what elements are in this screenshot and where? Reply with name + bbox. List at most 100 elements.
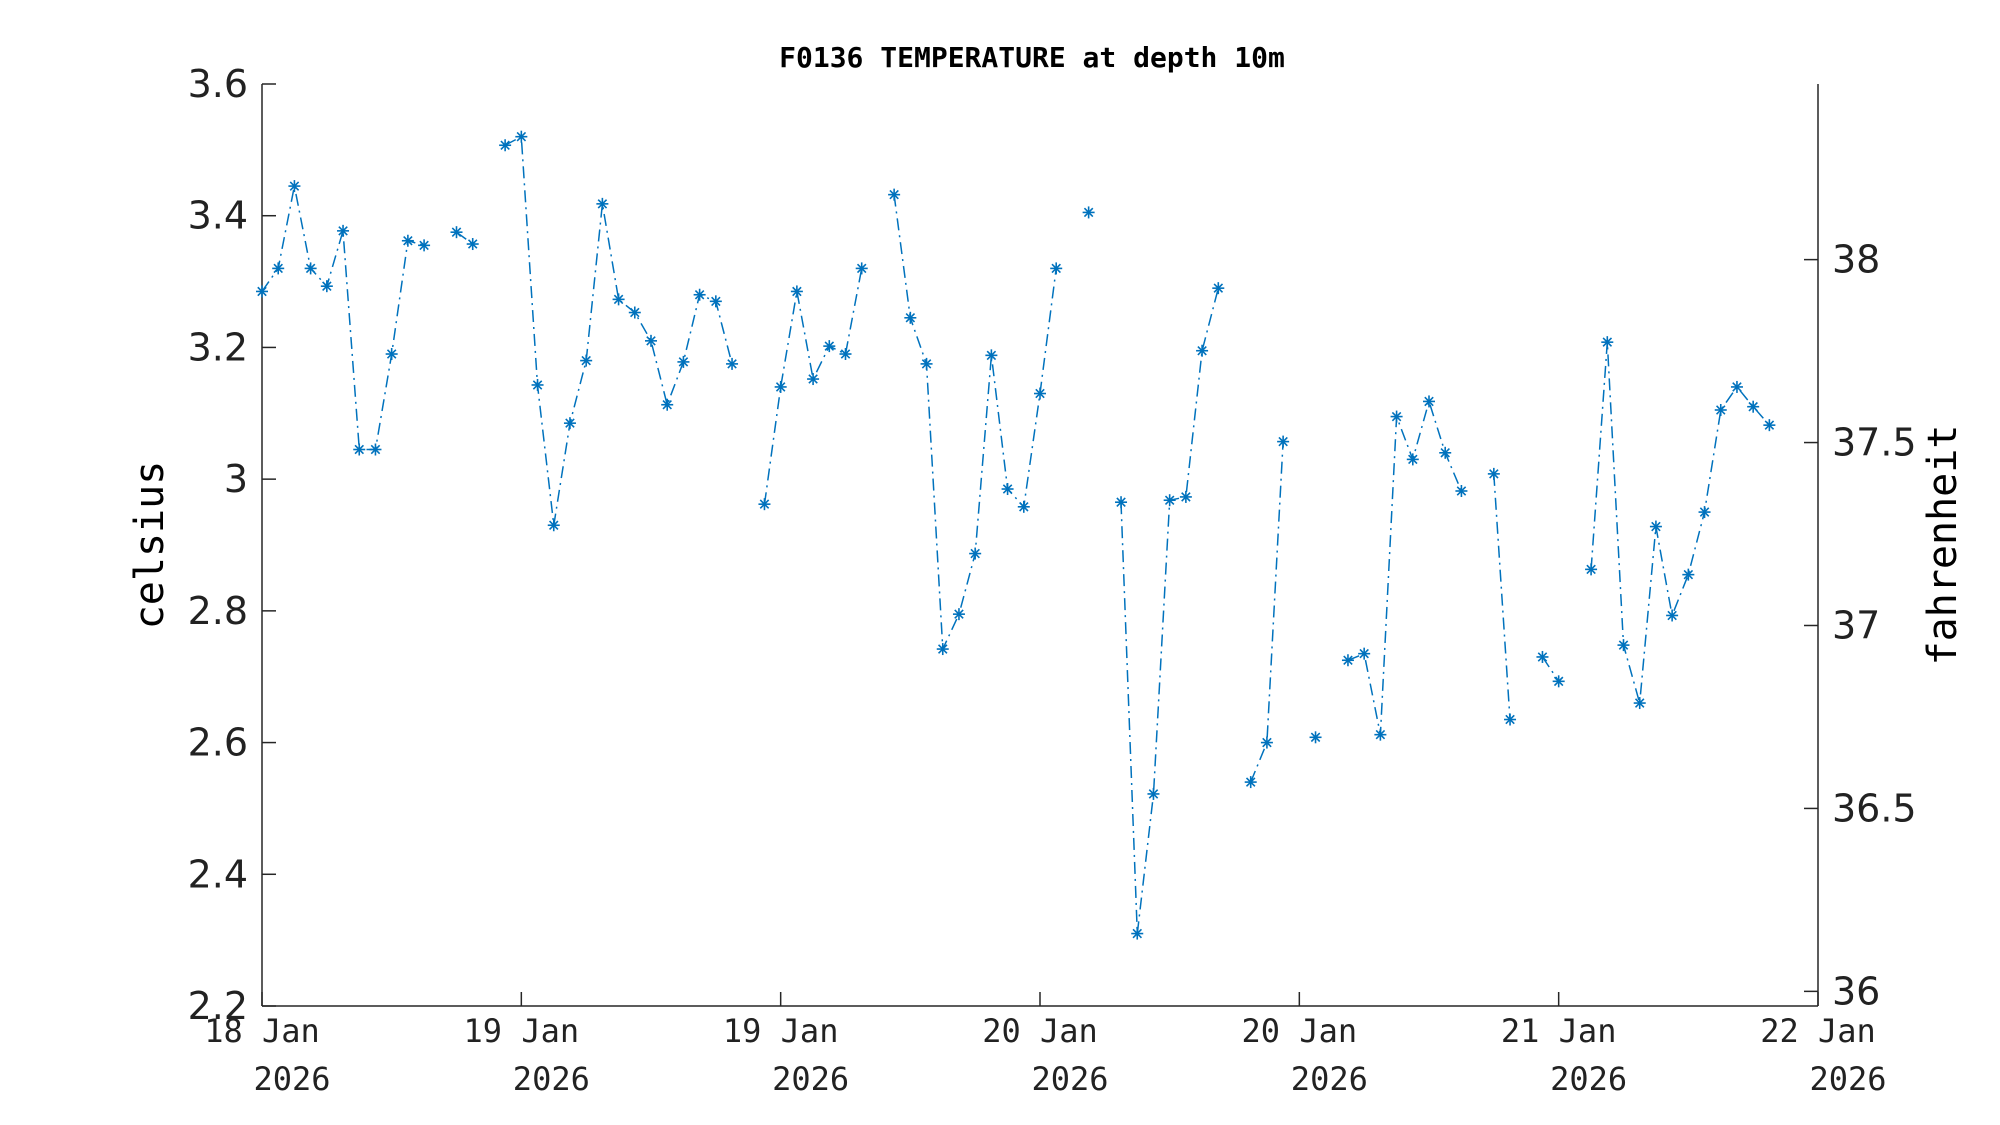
data-point-marker — [1763, 419, 1776, 432]
chart-title: F0136 TEMPERATURE at depth 10m — [779, 41, 1285, 74]
x-tick-label-year: 2026 — [253, 1060, 330, 1098]
left-y-axis: 2.2 2.4 2.6 2.8 3 3.2 3.4 3.6 celsius — [127, 62, 276, 1028]
data-point-marker — [839, 348, 852, 361]
x-tick-label-date: 22 Jan — [1760, 1012, 1876, 1050]
data-point-marker — [1309, 731, 1322, 744]
data-point-marker — [1244, 776, 1257, 789]
data-point-marker — [1585, 563, 1598, 576]
data-point-marker — [936, 643, 949, 656]
data-point-marker — [1163, 494, 1176, 507]
data-point-marker — [969, 547, 982, 560]
data-point-marker — [1212, 282, 1225, 295]
x-tick-label-date: 21 Jan — [1501, 1012, 1617, 1050]
x-ticks: 18 Jan 2026 19 Jan 2026 19 Jan 2026 20 Jan 2026… — [204, 992, 1887, 1098]
data-point-marker — [709, 295, 722, 308]
y-tick-label: 2.4 — [188, 852, 248, 896]
y2-tick-label: 37 — [1832, 603, 1880, 647]
data-point-marker — [401, 234, 414, 247]
x-tick-label-date: 18 Jan — [204, 1012, 320, 1050]
data-point-marker — [790, 285, 803, 298]
x-tick-label-year: 2026 — [513, 1060, 590, 1098]
y-tick-label: 2.6 — [188, 721, 248, 765]
x-tick-label-date: 19 Jan — [723, 1012, 839, 1050]
data-point-marker — [1633, 697, 1646, 710]
data-point-marker — [515, 130, 528, 143]
data-point-marker — [256, 285, 268, 298]
data-point-marker — [1179, 490, 1192, 503]
temperature-series — [256, 130, 1776, 940]
x-tick-label-year: 2026 — [1031, 1060, 1108, 1098]
data-point-marker — [337, 224, 350, 237]
data-point-marker — [304, 262, 317, 275]
data-point-marker — [580, 354, 593, 367]
data-point-marker — [1747, 400, 1760, 413]
data-point-marker — [1358, 647, 1371, 660]
data-point-marker — [369, 443, 382, 456]
data-point-marker — [677, 355, 690, 368]
data-point-marker — [645, 334, 657, 347]
data-point-marker — [385, 348, 398, 361]
data-point-marker — [596, 197, 609, 210]
data-point-marker — [1341, 654, 1354, 667]
data-point-marker — [1439, 446, 1452, 459]
data-point-marker — [1666, 609, 1679, 622]
y-tick-label: 3.2 — [188, 325, 248, 369]
data-point-marker — [1536, 650, 1549, 663]
data-point-marker — [1617, 639, 1630, 652]
right-y-ticks: 36 36.5 37 37.5 38 — [1804, 238, 1917, 1013]
right-y-axis-label: fahrenheit — [1920, 425, 1966, 666]
series-line-segment — [1347, 398, 1463, 735]
data-point-marker — [1552, 675, 1565, 688]
series-line-segment — [261, 185, 425, 451]
data-point-marker — [563, 417, 576, 430]
data-point-marker — [823, 340, 836, 353]
series-line-segment — [893, 194, 1057, 650]
data-point-marker — [612, 293, 625, 306]
series-line-segment — [504, 135, 733, 526]
data-point-marker — [952, 608, 965, 621]
series-line-segment — [1493, 473, 1511, 720]
data-point-marker — [985, 349, 998, 362]
x-tick-label-year: 2026 — [1809, 1060, 1886, 1098]
data-point-marker — [758, 498, 771, 511]
data-point-marker — [1277, 435, 1290, 448]
data-point-marker — [288, 180, 301, 193]
x-tick-label-year: 2026 — [1291, 1060, 1368, 1098]
data-point-marker — [888, 188, 901, 201]
data-point-marker — [1714, 403, 1727, 416]
right-y-axis: 36 36.5 37 37.5 38 fahrenheit — [1804, 84, 1966, 1013]
data-point-marker — [1260, 736, 1273, 749]
data-point-marker — [450, 226, 463, 239]
series-line-segment — [1541, 656, 1560, 682]
data-point-marker — [1698, 506, 1711, 519]
left-y-ticks: 2.2 2.4 2.6 2.8 3 3.2 3.4 3.6 — [188, 62, 276, 1028]
y2-tick-label: 36 — [1832, 969, 1880, 1013]
data-point-marker — [1455, 484, 1468, 497]
data-point-marker — [693, 288, 706, 301]
data-point-marker — [1423, 395, 1435, 408]
series-line-segment — [1120, 288, 1220, 934]
data-point-marker — [1131, 927, 1144, 940]
x-tick-label-date: 20 Jan — [1242, 1012, 1358, 1050]
x-tick-label-date: 20 Jan — [982, 1012, 1098, 1050]
data-point-marker — [1001, 483, 1014, 496]
y2-tick-label: 37.5 — [1832, 421, 1917, 465]
data-point-marker — [1050, 262, 1063, 275]
x-tick-label-year: 2026 — [1550, 1060, 1627, 1098]
y-tick-label: 2.2 — [188, 984, 248, 1028]
data-point-marker — [628, 306, 641, 319]
data-point-marker — [726, 357, 739, 370]
data-point-marker — [1406, 453, 1419, 466]
data-point-marker — [904, 311, 917, 324]
data-point-marker — [547, 519, 560, 532]
data-point-marker — [855, 262, 868, 275]
data-point-marker — [272, 262, 285, 275]
data-point-marker — [1601, 336, 1614, 349]
data-point-marker — [1196, 344, 1209, 357]
data-point-marker — [807, 373, 820, 386]
data-point-marker — [774, 380, 787, 393]
x-tick-label-date: 19 Jan — [464, 1012, 580, 1050]
data-point-marker — [920, 357, 933, 370]
x-axis: 18 Jan 2026 19 Jan 2026 19 Jan 2026 20 Jan 2026… — [204, 992, 1887, 1098]
